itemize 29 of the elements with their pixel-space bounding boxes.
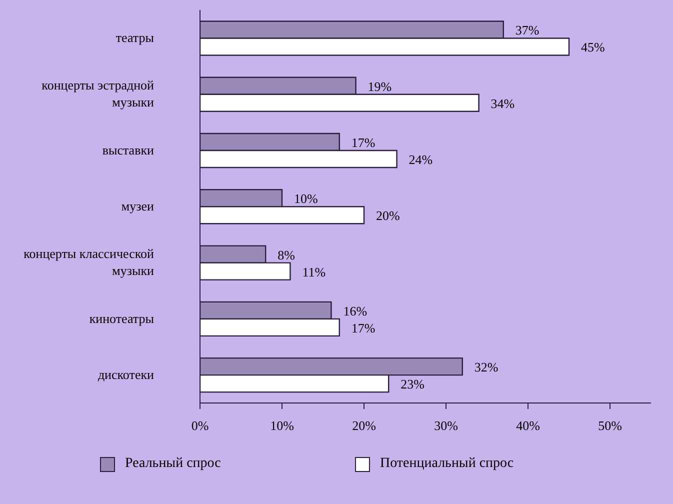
x-tick-label: 0% [191,418,209,434]
x-tick-label: 20% [352,418,376,434]
data-label: 17% [351,320,376,336]
data-label: 20% [376,208,400,224]
x-tick-label: 10% [270,418,294,434]
data-label: 24% [408,152,433,168]
data-label: 37% [515,22,540,38]
data-label: 34% [490,96,515,111]
data-label: 11% [302,264,326,280]
data-label: 8% [278,247,296,262]
y-tick-label: музеи [121,198,154,214]
y-tick-label: театры [116,30,154,46]
y-tick-label: концерты классической музыки [24,246,154,278]
legend-label: Реальный спрос [125,456,221,472]
data-label: 45% [581,40,605,55]
x-tick-label: 40% [516,418,540,434]
data-label: 23% [400,376,425,392]
x-tick-label: 30% [434,418,458,434]
data-label: 16% [343,303,368,318]
y-tick-label: дискотеки [98,366,154,382]
legend-label: Потенциальный спрос [380,456,514,472]
data-label: 32% [474,360,498,375]
data-label: 10% [294,191,318,206]
y-tick-label: концерты эстрадной музыки [42,78,154,110]
x-tick-label: 50% [598,418,622,434]
y-tick-label: выставки [102,142,154,158]
data-label: 19% [368,78,392,94]
data-label: 17% [351,135,376,150]
y-tick-label: кинотеатры [89,310,154,326]
